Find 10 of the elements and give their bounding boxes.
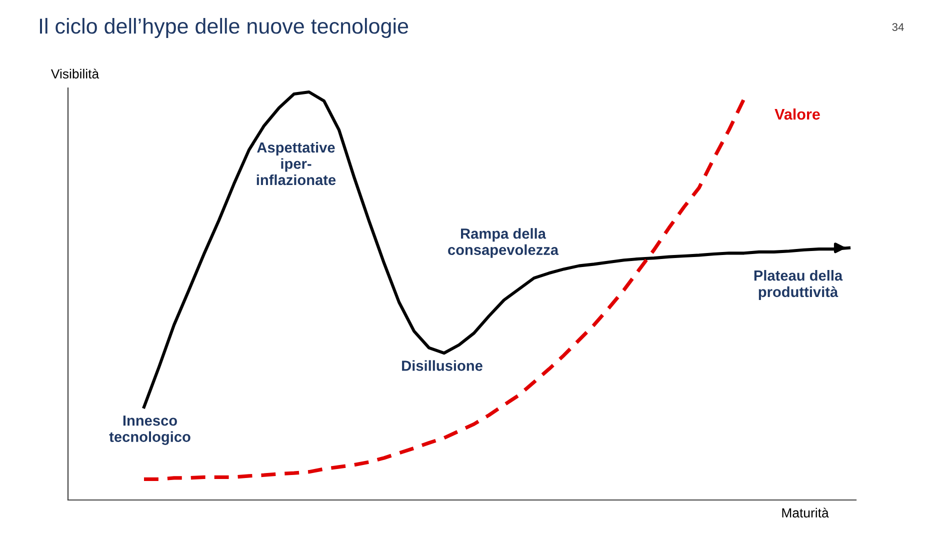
x-axis-title: Maturità [782, 508, 829, 518]
text: Valore [774, 108, 820, 120]
chart-title: Il ciclo dell’hype delle nuove tecnologie [40, 18, 408, 38]
text: 34 [892, 23, 904, 31]
annotation: Rampa della consapevolezza [448, 228, 559, 258]
annotation: Disillusione [402, 360, 482, 371]
annotation: Plateau della produttività [754, 270, 843, 300]
annotation: Aspettative iper- inflazionate [256, 142, 336, 186]
annotation: Innesco tecnologico [109, 416, 190, 445]
y-axis-title: Visibilità [50, 68, 100, 79]
